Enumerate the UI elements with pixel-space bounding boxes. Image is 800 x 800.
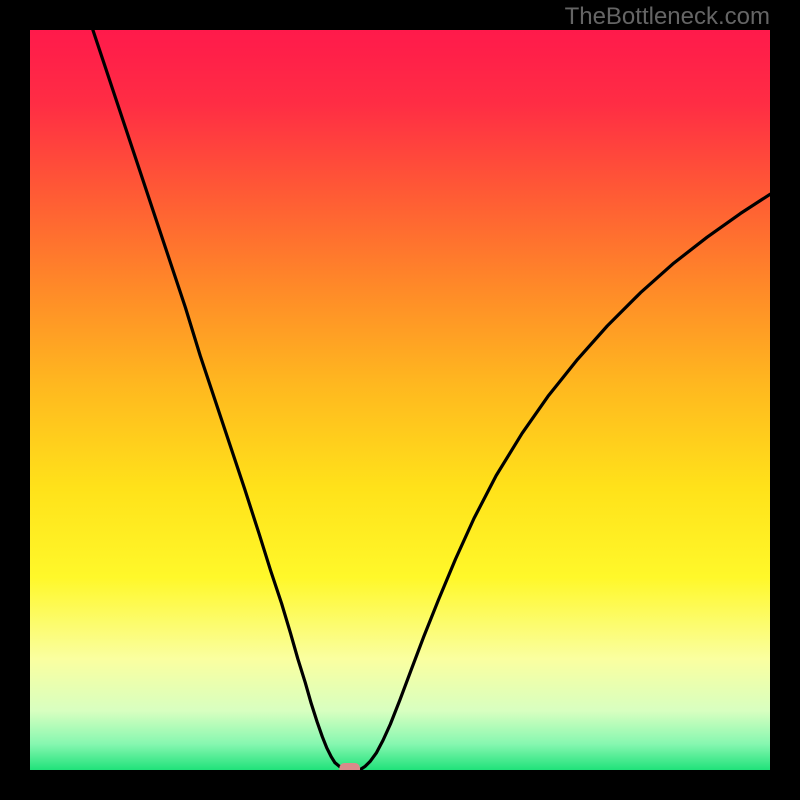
bottleneck-curve [93, 30, 770, 770]
watermark-text: TheBottleneck.com [565, 3, 770, 31]
min-marker [339, 763, 360, 770]
bottleneck-chart [30, 30, 770, 770]
